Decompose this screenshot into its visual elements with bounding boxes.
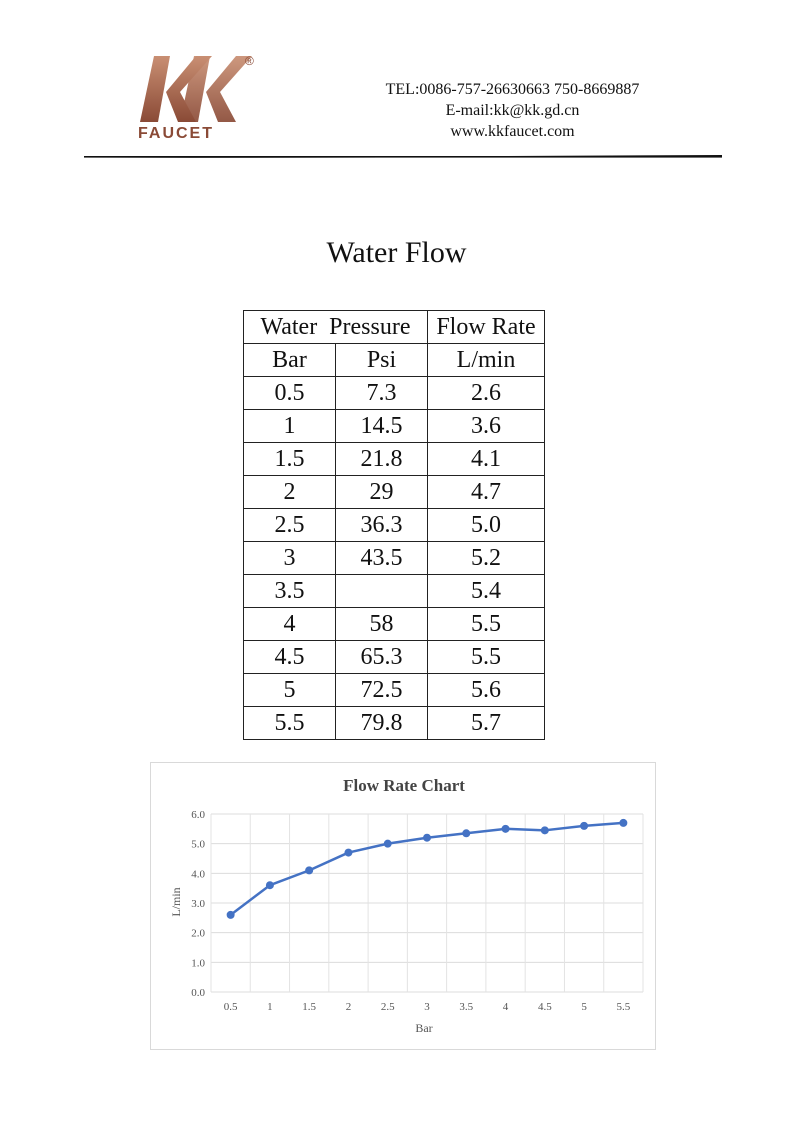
flow-cell: 5.7 xyxy=(427,706,545,740)
table-row: 1.5 21.8 4.1 xyxy=(243,442,545,476)
flow-cell: 5.0 xyxy=(427,508,545,542)
flow-cell: 3.6 xyxy=(427,409,545,443)
psi-cell: 65.3 xyxy=(335,640,428,674)
bar-cell: 1 xyxy=(243,409,336,443)
y-tick-label: 0.0 xyxy=(191,987,205,999)
contact-tel: TEL:0086-757-26630663 750-8669887 xyxy=(385,81,640,98)
flow-cell: 5.4 xyxy=(427,574,545,608)
x-tick-label: 4.5 xyxy=(538,1001,552,1013)
x-tick-label: 3 xyxy=(424,1001,430,1013)
bar-cell: 5 xyxy=(243,673,336,707)
table-row: 4 58 5.5 xyxy=(243,607,545,641)
x-tick-label: 5.5 xyxy=(616,1001,630,1013)
contact-info: TEL:0086-757-26630663 750-8669887 E-mail… xyxy=(340,79,685,142)
data-point xyxy=(580,821,589,830)
table-row: 3 43.5 5.2 xyxy=(243,541,545,575)
y-tick-label: 6.0 xyxy=(191,809,205,821)
bar-cell: 4 xyxy=(243,607,336,641)
table-unit-row: Bar Psi L/min xyxy=(243,343,545,377)
header-divider xyxy=(84,155,722,158)
flow-cell: 2.6 xyxy=(427,376,545,410)
psi-cell: 7.3 xyxy=(335,376,428,410)
flow-cell: 4.1 xyxy=(427,442,545,476)
y-tick-label: 2.0 xyxy=(191,928,205,940)
chart-title: Flow Rate Chart xyxy=(343,776,465,795)
psi-cell: 72.5 xyxy=(335,673,428,707)
x-tick-label: 2 xyxy=(346,1001,352,1013)
x-tick-label: 3.5 xyxy=(459,1001,473,1013)
x-tick-label: 1.5 xyxy=(302,1001,316,1013)
data-point xyxy=(462,829,471,838)
flow-rate-chart: Flow Rate Chart 0.0 1.0 2.0 3.0 4.0 5.0 6.0 0.5… xyxy=(150,762,656,1050)
data-point xyxy=(344,848,353,857)
bar-cell: 1.5 xyxy=(243,442,336,476)
data-point xyxy=(226,910,235,919)
flow-cell: 5.5 xyxy=(427,607,545,641)
y-tick-label: 4.0 xyxy=(191,868,205,880)
x-tick-label: 4 xyxy=(503,1001,509,1013)
data-point xyxy=(540,826,549,835)
table-row: 4.5 65.3 5.5 xyxy=(243,640,545,674)
psi-unit-header: Psi xyxy=(335,343,428,377)
bar-cell: 2.5 xyxy=(243,508,336,542)
y-tick-label: 5.0 xyxy=(191,839,205,851)
x-axis-label: Bar xyxy=(415,1021,432,1035)
contact-email: E-mail:kk@kk.gd.cn xyxy=(445,102,580,119)
psi-cell: 58 xyxy=(335,607,428,641)
psi-cell xyxy=(335,574,428,608)
bar-unit-header: Bar xyxy=(243,343,336,377)
flow-cell: 5.2 xyxy=(427,541,545,575)
table-row: 2 29 4.7 xyxy=(243,475,545,509)
flow-rate-header: Flow Rate xyxy=(427,310,545,344)
bar-cell: 3.5 xyxy=(243,574,336,608)
kk-faucet-logo: FAUCET ® xyxy=(136,52,261,144)
registered-mark: ® xyxy=(245,54,254,68)
x-tick-label: 1 xyxy=(267,1001,273,1013)
x-tick-label: 0.5 xyxy=(224,1001,238,1013)
table-row: 2.5 36.3 5.0 xyxy=(243,508,545,542)
psi-cell: 21.8 xyxy=(335,442,428,476)
logo-text: FAUCET xyxy=(138,125,214,142)
y-axis-label: L/min xyxy=(169,887,183,916)
data-point xyxy=(501,824,510,833)
data-point xyxy=(265,881,274,890)
water-flow-table: Water Pressure Flow Rate Bar Psi L/min 0… xyxy=(243,310,545,740)
bar-cell: 3 xyxy=(243,541,336,575)
bar-cell: 2 xyxy=(243,475,336,509)
data-point xyxy=(305,866,314,875)
table-row: 5.5 79.8 5.7 xyxy=(243,706,545,740)
psi-cell: 29 xyxy=(335,475,428,509)
data-point xyxy=(383,839,392,848)
contact-website: www.kkfaucet.com xyxy=(450,123,575,140)
data-point xyxy=(423,833,431,842)
table-row: 0.5 7.3 2.6 xyxy=(243,376,545,410)
bar-cell: 0.5 xyxy=(243,376,336,410)
table-row: 1 14.5 3.6 xyxy=(243,409,545,443)
table-header-row: Water Pressure Flow Rate xyxy=(243,310,545,344)
flow-cell: 5.5 xyxy=(427,640,545,674)
x-tick-label: 5 xyxy=(581,1001,587,1013)
psi-cell: 14.5 xyxy=(335,409,428,443)
y-tick-label: 3.0 xyxy=(191,898,205,910)
psi-cell: 79.8 xyxy=(335,706,428,740)
lmin-unit-header: L/min xyxy=(427,343,545,377)
flow-cell: 5.6 xyxy=(427,673,545,707)
page-title: Water Flow xyxy=(326,236,467,269)
table-row: 3.5 5.4 xyxy=(243,574,545,608)
psi-cell: 43.5 xyxy=(335,541,428,575)
bar-cell: 4.5 xyxy=(243,640,336,674)
psi-cell: 36.3 xyxy=(335,508,428,542)
x-tick-label: 2.5 xyxy=(381,1001,395,1013)
y-tick-label: 1.0 xyxy=(191,957,205,969)
bar-cell: 5.5 xyxy=(243,706,336,740)
table-row: 5 72.5 5.6 xyxy=(243,673,545,707)
data-point xyxy=(619,818,628,827)
water-pressure-header: Water Pressure xyxy=(243,310,428,344)
chart-canvas: Flow Rate Chart 0.0 1.0 2.0 3.0 4.0 5.0 6.0 0.5… xyxy=(169,776,644,1035)
flow-cell: 4.7 xyxy=(427,475,545,509)
